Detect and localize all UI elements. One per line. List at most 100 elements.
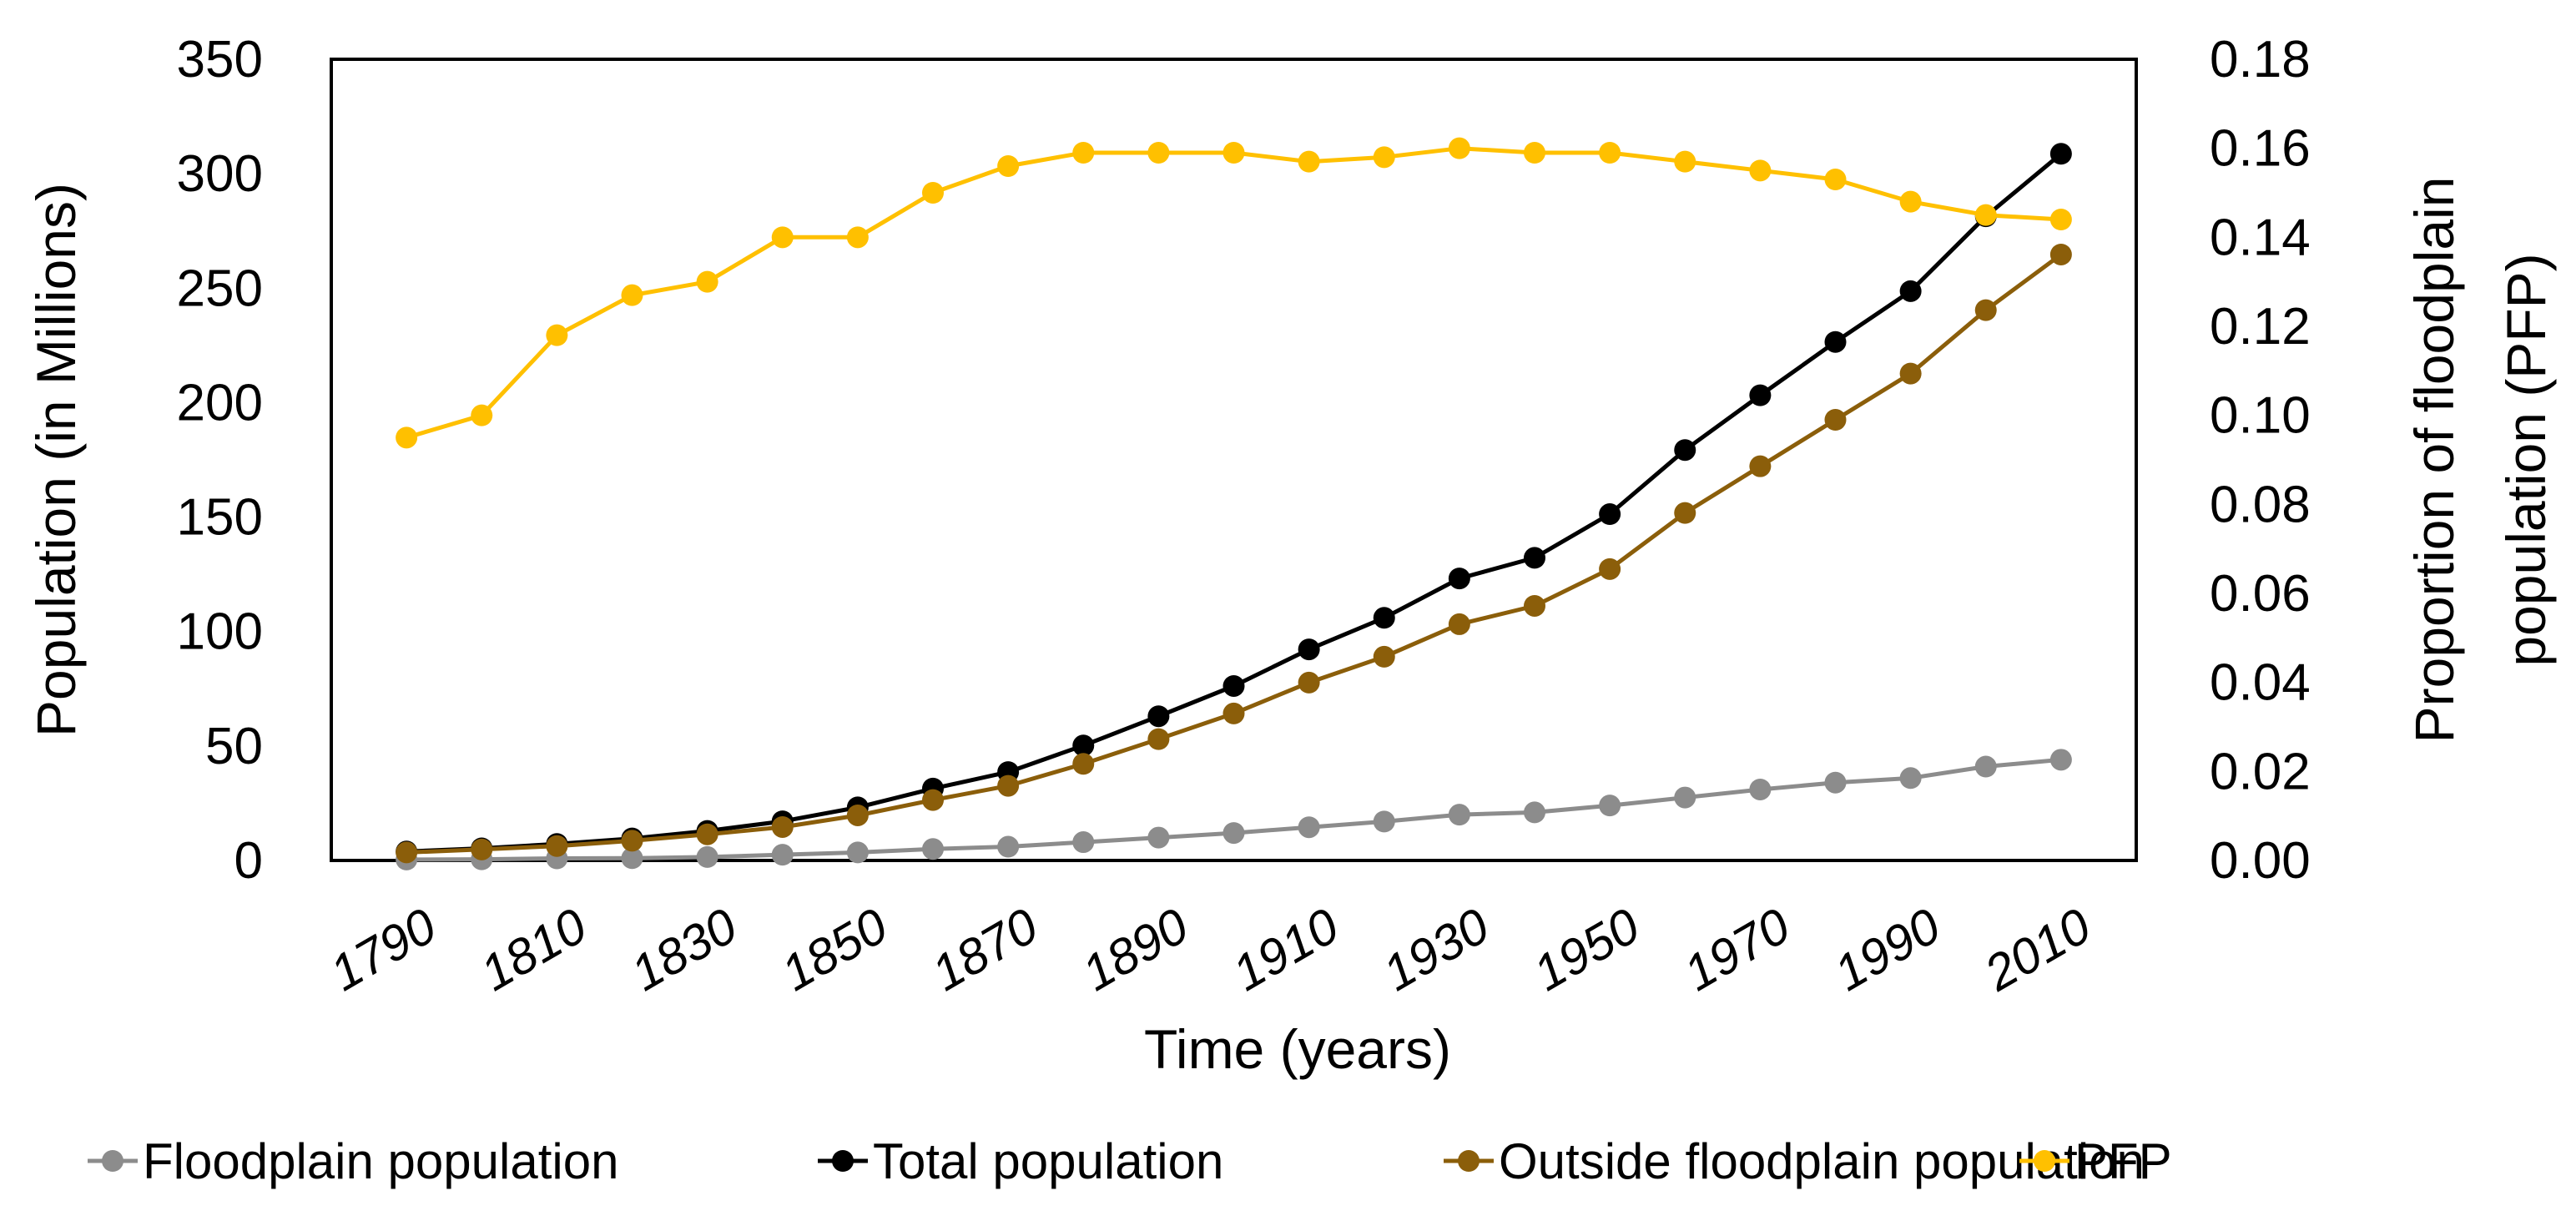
data-point-floodplain-population <box>1147 826 1170 849</box>
x-tick-label: 1870 <box>923 897 1047 1001</box>
y-tick-label: 100 <box>177 603 263 661</box>
y-tick-label: 350 <box>177 31 263 88</box>
data-point-floodplain-population <box>1298 816 1320 839</box>
data-point-outside-floodplain-population <box>621 830 643 852</box>
data-point-floodplain-population <box>1899 767 1922 790</box>
data-point-floodplain-population <box>846 841 869 864</box>
data-point-outside-floodplain-population <box>546 835 568 857</box>
data-point-floodplain-population <box>1373 810 1395 833</box>
data-point-total-population <box>1524 547 1545 569</box>
x-tick-label: 1910 <box>1223 897 1348 1001</box>
x-tick-label: 1850 <box>772 897 896 1001</box>
y2-tick-label: 0.12 <box>2210 298 2311 356</box>
data-point-pfp <box>696 270 718 293</box>
data-point-total-population <box>1749 384 1772 406</box>
data-point-pfp <box>1824 169 1847 190</box>
data-point-outside-floodplain-population <box>1072 753 1095 775</box>
data-point-pfp <box>471 404 493 426</box>
data-point-pfp <box>1524 142 1545 164</box>
data-point-pfp <box>1749 159 1772 182</box>
data-point-pfp <box>2049 209 2072 230</box>
data-point-outside-floodplain-population <box>1448 613 1470 635</box>
data-point-pfp <box>1599 142 1621 164</box>
legend-marker <box>832 1150 854 1172</box>
data-point-pfp <box>1147 142 1170 164</box>
data-point-pfp <box>1899 190 1922 213</box>
data-point-total-population <box>1448 568 1470 590</box>
data-point-outside-floodplain-population <box>1222 702 1245 724</box>
data-point-floodplain-population <box>1674 786 1696 809</box>
legend-marker <box>102 1150 124 1172</box>
series-pfp <box>396 137 2072 449</box>
data-point-outside-floodplain-population <box>846 804 869 826</box>
x-tick-label: 1990 <box>1825 897 1949 1001</box>
data-point-pfp <box>771 226 794 249</box>
data-point-total-population <box>1298 638 1320 661</box>
data-point-outside-floodplain-population <box>1298 671 1320 694</box>
data-point-outside-floodplain-population <box>1824 409 1847 431</box>
plot-area <box>330 58 2138 862</box>
y-tick-label: 200 <box>177 374 263 431</box>
legend-item-pfp: PFP <box>2019 1133 2172 1189</box>
data-point-pfp <box>1674 150 1696 173</box>
y2-axis-title-line2: population (PFP) <box>2495 253 2557 666</box>
data-point-outside-floodplain-population <box>1899 362 1922 385</box>
y2-tick-label: 0.02 <box>2210 743 2311 800</box>
data-point-outside-floodplain-population <box>922 789 944 811</box>
data-point-total-population <box>1599 503 1621 526</box>
data-point-floodplain-population <box>2049 749 2072 771</box>
y2-tick-label: 0.10 <box>2210 387 2311 445</box>
data-point-floodplain-population <box>1599 795 1621 817</box>
data-point-outside-floodplain-population <box>1373 645 1395 668</box>
data-point-pfp <box>922 182 944 204</box>
data-point-outside-floodplain-population <box>471 838 493 860</box>
data-point-floodplain-population <box>1524 801 1545 824</box>
y2-tick-label: 0.18 <box>2210 31 2311 88</box>
data-point-total-population <box>1899 280 1922 302</box>
x-tick-label: 2010 <box>1974 897 2100 1001</box>
data-point-floodplain-population <box>1974 755 1997 778</box>
data-point-outside-floodplain-population <box>1674 502 1696 524</box>
y2-axis-title-line1: Proportion of floodplain <box>2403 177 2465 744</box>
y2-tick-label: 0.04 <box>2210 654 2311 712</box>
legend: Floodplain population Total population Out… <box>88 1133 2172 1189</box>
x-tick-label: 1970 <box>1675 897 1799 1001</box>
data-point-outside-floodplain-population <box>1974 299 1997 321</box>
data-point-pfp <box>1974 204 1997 226</box>
data-point-outside-floodplain-population <box>2049 243 2072 265</box>
y-tick-label: 300 <box>177 145 263 203</box>
data-point-total-population <box>2049 143 2072 165</box>
x-tick-label: 1810 <box>471 897 596 1001</box>
data-point-outside-floodplain-population <box>396 841 418 864</box>
data-point-floodplain-population <box>1824 771 1847 794</box>
x-tick-label: 1830 <box>622 897 746 1001</box>
legend-label: Total population <box>873 1133 1223 1189</box>
data-point-pfp <box>1373 146 1395 169</box>
data-point-floodplain-population <box>771 844 794 866</box>
data-point-floodplain-population <box>1448 804 1470 826</box>
data-point-pfp <box>546 324 568 346</box>
data-point-total-population <box>1147 705 1170 728</box>
data-point-floodplain-population <box>1222 822 1245 845</box>
data-point-pfp <box>1072 142 1095 164</box>
data-point-pfp <box>1222 142 1245 164</box>
data-point-outside-floodplain-population <box>1147 728 1170 750</box>
data-point-total-population <box>1373 607 1395 629</box>
data-point-total-population <box>1674 439 1696 462</box>
data-point-total-population <box>1824 330 1847 353</box>
data-point-floodplain-population <box>1072 831 1095 854</box>
y2-tick-label: 0.00 <box>2210 832 2311 890</box>
y2-tick-label: 0.16 <box>2210 120 2311 178</box>
left-y-axis-ticks: 0 50 100 150 200 250 300 350 <box>177 31 263 890</box>
y2-tick-label: 0.06 <box>2210 565 2311 623</box>
data-point-outside-floodplain-population <box>1524 594 1545 617</box>
data-point-pfp <box>396 426 418 449</box>
data-point-outside-floodplain-population <box>1749 455 1772 477</box>
x-axis-ticks: 1790 1810 1830 1850 1870 1890 1910 1930 1950 1970… <box>321 897 2100 1001</box>
data-point-floodplain-population <box>997 835 1020 858</box>
x-tick-label: 1930 <box>1374 897 1498 1001</box>
y-tick-label: 150 <box>177 489 263 547</box>
data-point-pfp <box>1298 150 1320 173</box>
y2-tick-label: 0.14 <box>2210 209 2311 266</box>
